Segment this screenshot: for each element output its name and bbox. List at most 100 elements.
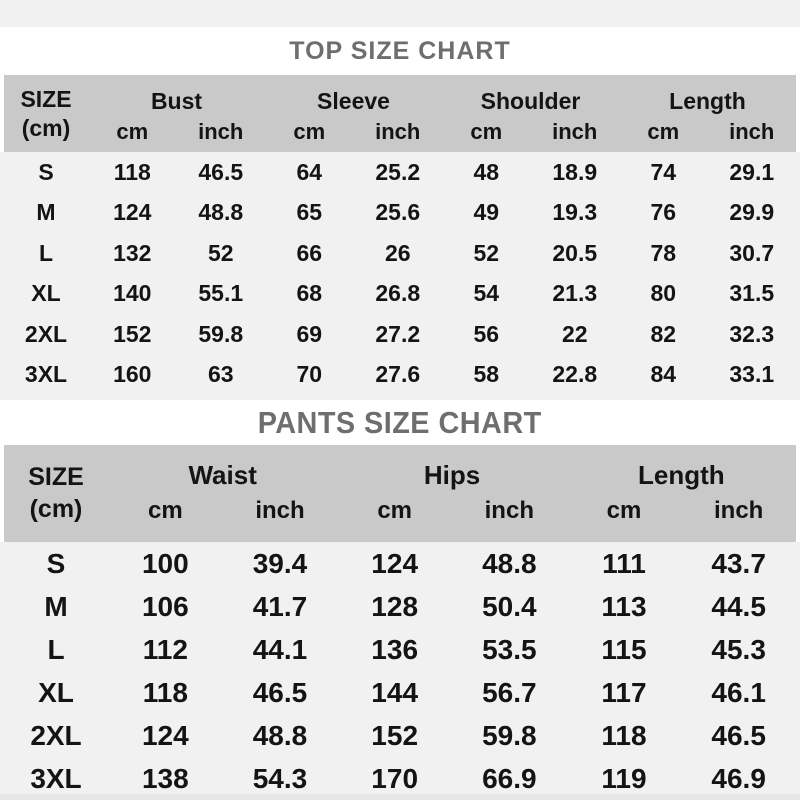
measurement-value: 25.2 [375,158,421,185]
measurement-value: 65 [296,199,323,226]
column-group-bust: Bust [150,87,203,114]
pants-size-chart: PANTS SIZE CHART SIZE (cm) Waist Hips Le… [0,400,800,800]
measurement-value: 117 [601,676,647,708]
measurement-value: 45.3 [711,633,766,665]
size-label: SIZE [20,85,72,112]
measurement-value: 128 [371,590,419,622]
measurement-value: 106 [141,590,189,622]
top-margin [0,0,800,27]
measurement-value: 100 [141,547,189,579]
measurement-value: 84 [650,361,677,388]
measurement-value: 46.5 [252,676,308,708]
measurement-value: 132 [113,239,152,266]
measurement-value: 138 [141,762,189,794]
unit-header: cm [293,119,326,144]
measurement-value: 54.3 [252,762,308,794]
size-value: L [38,239,54,266]
size-value: 2XL [30,719,82,751]
measurement-value: 69 [296,320,323,347]
measurement-value: 124 [141,719,189,751]
unit-header: inch [375,119,421,144]
measurement-value: 59.8 [482,719,537,751]
column-group-shoulder: Shoulder [480,87,581,114]
size-label: SIZE [28,463,84,492]
top-size-chart: TOP SIZE CHART SIZE (cm) Bust Sleeve Sho… [0,27,800,395]
measurement-value: 70 [296,361,323,388]
measurement-value: 53.5 [482,633,537,665]
measurement-value: 29.9 [729,199,775,226]
column-group-hips: Hips [423,459,481,490]
measurement-value: 56 [473,320,500,347]
measurement-value: 124 [371,547,419,579]
unit-header: cm [116,119,149,144]
measurement-value: 170 [371,762,419,794]
measurement-value: 27.6 [375,361,421,388]
measurement-value: 112 [142,633,188,665]
measurement-value: 54 [473,280,500,307]
measurement-value: 66.9 [482,762,537,794]
measurement-value: 49 [473,199,500,226]
measurement-value: 21.3 [552,280,598,307]
unit-header: inch [729,119,775,144]
size-value: S [38,158,54,185]
measurement-value: 64 [296,158,323,185]
unit-header: inch [713,497,764,524]
measurement-value: 46.9 [711,762,766,794]
measurement-value: 27.2 [375,320,421,347]
unit-header: cm [377,497,412,524]
measurement-value: 43.7 [711,547,766,579]
measurement-value: 19.3 [552,199,598,226]
measurement-value: 30.7 [729,239,775,266]
measurement-value: 80 [650,280,677,307]
size-value: XL [31,280,61,307]
measurement-value: 48.8 [198,199,244,226]
column-group-length: Length [637,459,725,490]
measurement-value: 124 [113,199,152,226]
measurement-value: 74 [650,158,677,185]
unit-header: cm [606,497,642,524]
column-group-length: Length [669,87,746,114]
measurement-value: 76 [650,199,677,226]
unit-header: inch [552,119,598,144]
unit-header: inch [198,119,244,144]
measurement-value: 52 [207,239,234,266]
size-value: L [47,633,65,665]
measurement-value: 48.8 [252,719,308,751]
unit-header: inch [484,497,534,524]
measurement-value: 22 [561,320,588,347]
measurement-value: 46.5 [198,158,244,185]
measurement-value: 25.6 [375,199,421,226]
top-chart-title-band: TOP SIZE CHART [0,27,800,75]
top-chart-header: SIZE (cm) Bust Sleeve Shoulder Length cm… [4,75,796,152]
size-value: M [44,590,68,622]
measurement-value: 119 [601,762,647,794]
measurement-value: 118 [113,158,151,185]
measurement-value: 152 [113,320,152,347]
measurement-value: 63 [207,361,234,388]
measurement-value: 115 [601,633,647,665]
measurement-value: 41.7 [252,590,308,622]
measurement-value: 44.1 [252,633,308,665]
measurement-value: 82 [650,320,677,347]
measurement-value: 56.7 [482,676,537,708]
pants-size-column-header: SIZE (cm) [4,445,108,542]
measurement-value: 160 [113,361,152,388]
size-value: 2XL [24,320,68,347]
measurement-value: 33.1 [729,361,775,388]
measurement-value: 39.4 [252,547,308,579]
measurement-value: 152 [371,719,419,751]
measurement-value: 68 [296,280,323,307]
top-chart-rows: S 118 46.5 64 25.2 48 18.9 74 29.1 M 124 48.8 65 25.6… [0,152,800,395]
measurement-value: 48.8 [482,547,537,579]
measurement-value: 50.4 [482,590,537,622]
measurement-value: 26.8 [375,280,421,307]
unit-header: inch [255,497,305,524]
photo-bottom-edge [0,794,800,800]
pants-chart-header-band: SIZE (cm) Waist Hips Length cm inch cm i… [0,445,800,542]
unit-header: cm [147,497,183,524]
size-value: 3XL [24,361,68,388]
pants-chart-title: PANTS SIZE CHART [257,404,542,440]
column-group-sleeve: Sleeve [317,87,390,114]
column-group-waist: Waist [188,459,257,490]
measurement-value: 44.5 [711,590,766,622]
